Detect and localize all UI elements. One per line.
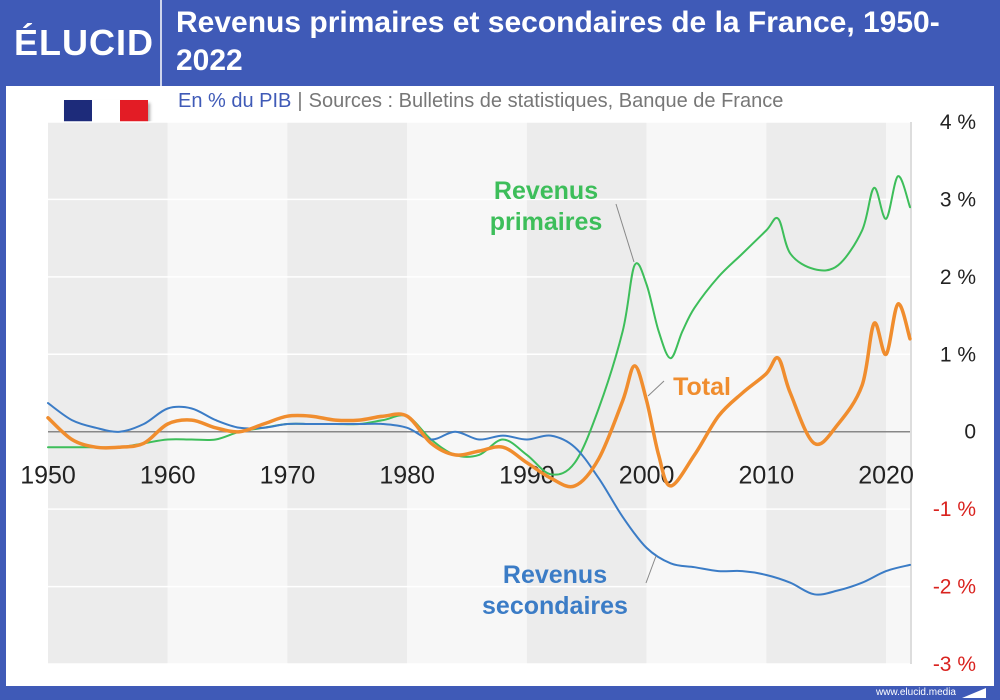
x-tick-label: 2010: [739, 462, 795, 490]
series-label-revenus-primaires: primaires: [490, 208, 603, 236]
subtitle-separator: |: [297, 90, 303, 112]
series-label-total: Total: [673, 373, 731, 401]
x-tick-label: 1960: [140, 462, 196, 490]
y-tick-label: -1 %: [933, 498, 976, 521]
y-tick-label: 4 %: [940, 111, 976, 134]
footer-url[interactable]: www.elucid.media: [875, 687, 956, 698]
decade-band: [407, 122, 527, 664]
y-tick-label: -3 %: [933, 653, 976, 676]
decade-band: [646, 122, 767, 664]
series-label-revenus-secondaires: Revenus: [503, 561, 607, 589]
chart-subtitle: En % du PIB | Sources : Bulletins de stati…: [178, 90, 783, 113]
unit-label: En % du PIB: [178, 90, 292, 112]
header-bar: ÉLUCID Revenus primaires et secondaires …: [0, 0, 1000, 86]
elucid-mark-icon: [962, 688, 986, 698]
x-tick-label: 1980: [379, 462, 435, 490]
decade-band: [287, 122, 408, 664]
leader-line-revenus-primaires: [615, 203, 635, 263]
decade-bands: [48, 122, 910, 664]
x-tick-label: 2000: [619, 462, 675, 490]
series-line-total: [46, 302, 912, 489]
series-label-revenus-secondaires: secondaires: [482, 592, 628, 620]
leader-line-revenus-secondaires: [645, 555, 657, 584]
footer-bar: www.elucid.media: [0, 686, 1000, 700]
series-label-revenus-primaires: Revenus: [494, 177, 598, 205]
y-tick-label: -2 %: [933, 576, 976, 599]
y-tick-label: 2 %: [940, 266, 976, 289]
decade-band: [766, 122, 887, 664]
source-label: Sources : Bulletins de statistiques, Ban…: [308, 90, 784, 112]
gridlines: [48, 121, 910, 665]
decade-band: [886, 122, 910, 664]
series-line-revenus-secondaires: [47, 402, 911, 596]
decade-band: [48, 122, 168, 664]
x-tick-label: 2020: [858, 462, 914, 490]
header-divider: [160, 0, 162, 86]
chart-title: Revenus primaires et secondaires de la F…: [176, 6, 940, 77]
y-tick-labels: 4 % 3 % 2 % 1 % 0 -1 % -2 % -3 %: [933, 111, 976, 676]
elucid-logo[interactable]: ÉLUCID: [14, 22, 154, 63]
series-line-revenus-primaires: [47, 175, 911, 476]
x-tick-label: 1950: [20, 462, 76, 490]
y-tick-label: 0: [964, 421, 976, 444]
y-tick-label: 1 %: [940, 343, 976, 366]
leader-line-total: [647, 380, 665, 397]
y-tick-label: 3 %: [940, 188, 976, 211]
x-tick-label: 1970: [260, 462, 316, 490]
decade-band: [167, 122, 288, 664]
